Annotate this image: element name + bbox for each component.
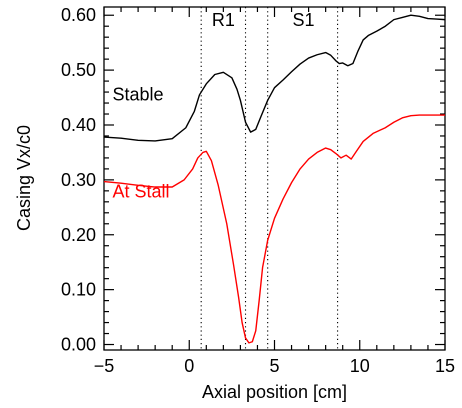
- x-tick-label: 0: [184, 356, 194, 376]
- x-axis-title: Axial position [cm]: [202, 382, 347, 402]
- y-axis-title: Casing Vx/c0: [14, 125, 34, 231]
- y-tick-label: 0.20: [61, 225, 96, 245]
- region-dividers: [200, 7, 339, 350]
- series-line-at-stall: [103, 114, 445, 344]
- region-annotation: R1: [212, 10, 235, 30]
- series-label-at-stall: At Stall: [113, 181, 170, 201]
- y-tick-label: 0.10: [61, 280, 96, 300]
- x-tick-label: 5: [269, 356, 279, 376]
- plot-frame: [103, 6, 446, 351]
- tick-labels: −5 0 5 10 15 0.00 0.10 0.20 0.30 0.40 0.50 0.60: [61, 5, 455, 376]
- x-tick-label: −5: [94, 356, 115, 376]
- y-tick-label: 0.50: [61, 60, 96, 80]
- annotations: Stable At Stall R1 S1: [113, 10, 315, 201]
- series-label-stable: Stable: [113, 84, 164, 104]
- series-line-stable: [103, 14, 446, 142]
- axis-ticks: [103, 7, 446, 350]
- y-tick-label: 0.60: [61, 5, 96, 25]
- x-tick-label: 10: [350, 356, 370, 376]
- y-tick-label: 0.40: [61, 115, 96, 135]
- y-tick-label: 0.30: [61, 170, 96, 190]
- y-tick-label: 0.00: [61, 335, 96, 355]
- x-tick-label: 15: [435, 356, 455, 376]
- series-lines: [103, 14, 446, 344]
- region-annotation: S1: [292, 10, 314, 30]
